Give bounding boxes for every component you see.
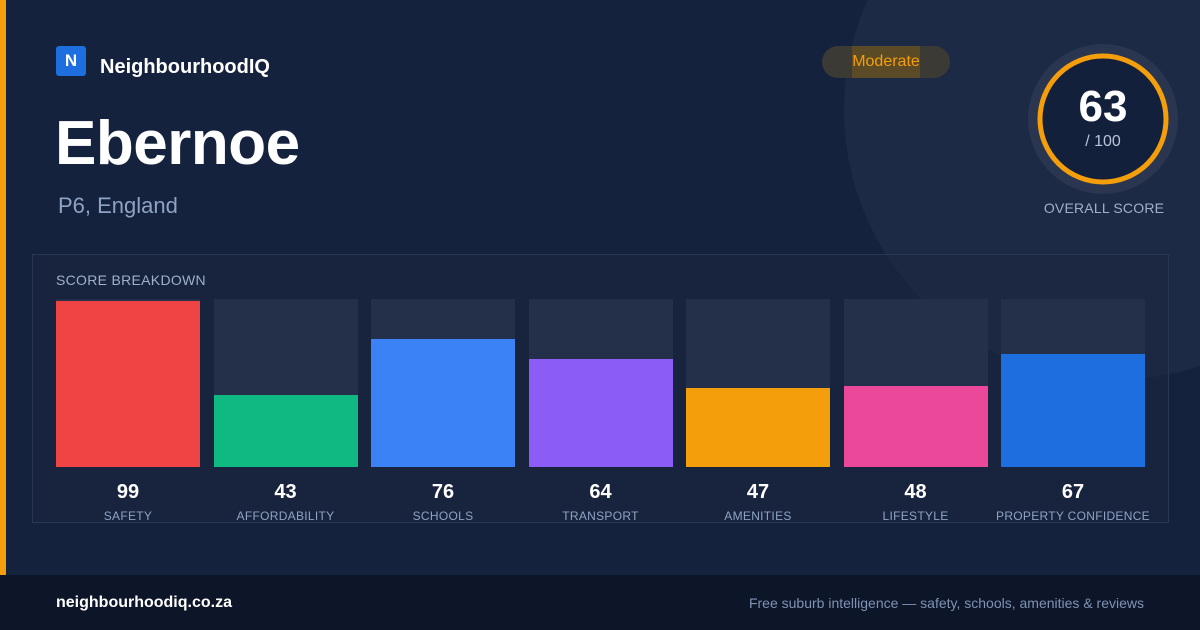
bar-value: 43 bbox=[274, 481, 297, 503]
bar-safety: 99 SAFETY bbox=[56, 299, 200, 524]
bar-fill bbox=[843, 386, 988, 467]
brand-logo-icon: N bbox=[56, 46, 86, 76]
bar-label: PROPERTY CONFIDENCE bbox=[996, 509, 1150, 523]
score-ring-graphic bbox=[1028, 44, 1178, 194]
bar-fill bbox=[371, 339, 515, 467]
bar-schools: 76 SCHOOLS bbox=[371, 299, 515, 524]
bar-amenities: 47 AMENITIES bbox=[686, 299, 830, 524]
bar-value: 64 bbox=[589, 481, 612, 503]
footer-domain: neighbourhoodiq.co.za bbox=[56, 594, 232, 611]
overall-score-max: / 100 bbox=[1085, 133, 1121, 150]
bar-fill bbox=[1001, 354, 1145, 467]
bar-label: SCHOOLS bbox=[412, 509, 474, 523]
bar-label: AFFORDABILITY bbox=[236, 509, 335, 523]
bar-label: TRANSPORT bbox=[562, 509, 639, 523]
footer-tagline: Free suburb intelligence — safety, schoo… bbox=[748, 595, 1144, 611]
bar-fill bbox=[213, 395, 358, 467]
bar-lifestyle: 48 LIFESTYLE bbox=[843, 299, 988, 524]
rating-badge-label: Moderate bbox=[852, 53, 920, 70]
bar-track bbox=[56, 299, 200, 467]
bar-fill bbox=[56, 301, 200, 467]
bar-fill bbox=[528, 359, 673, 467]
brand: N NeighbourhoodIQ bbox=[56, 46, 270, 78]
bar-track bbox=[1001, 299, 1145, 467]
overall-score-ring: 63 / 100 bbox=[1028, 44, 1178, 194]
overall-score-label: OVERALL SCORE bbox=[1043, 200, 1165, 216]
bar-affordability: 43 AFFORDABILITY bbox=[213, 299, 358, 524]
bar-value: 76 bbox=[431, 481, 455, 503]
bar-value: 99 bbox=[116, 481, 140, 503]
bar-label: AMENITIES bbox=[724, 509, 792, 523]
bar-label: LIFESTYLE bbox=[882, 509, 949, 523]
rating-badge: Moderate bbox=[822, 46, 950, 78]
bar-property-confidence: 67 PROPERTY CONFIDENCE bbox=[996, 299, 1150, 524]
breakdown-title: SCORE BREAKDOWN bbox=[56, 272, 206, 288]
brand-name: NeighbourhoodIQ bbox=[100, 55, 270, 78]
bar-label: SAFETY bbox=[103, 509, 153, 523]
bar-value: 67 bbox=[1061, 481, 1085, 503]
footer: neighbourhoodiq.co.za Free suburb intell… bbox=[0, 575, 1200, 630]
bar-track bbox=[528, 299, 673, 467]
suburb-title: Ebernoe bbox=[55, 109, 300, 178]
bar-transport: 64 TRANSPORT bbox=[528, 299, 673, 524]
score-ring-stroke bbox=[1037, 53, 1169, 185]
bar-fill bbox=[686, 388, 830, 467]
overall-score-value: 63 bbox=[1078, 82, 1128, 131]
suburb-location: P6, England bbox=[58, 193, 178, 218]
bar-track bbox=[371, 299, 515, 467]
share-card: N NeighbourhoodIQ Ebernoe P6, England Mo… bbox=[0, 0, 1178, 575]
bar-track bbox=[213, 299, 358, 467]
bar-value: 47 bbox=[746, 481, 770, 503]
accent-bar bbox=[0, 0, 6, 575]
bar-value: 48 bbox=[904, 481, 927, 503]
bar-track bbox=[686, 299, 830, 467]
bar-track bbox=[843, 299, 988, 467]
score-breakdown-panel: SCORE BREAKDOWN 99 SAFETY 43 AFFORDABILITY 7… bbox=[32, 254, 1169, 523]
